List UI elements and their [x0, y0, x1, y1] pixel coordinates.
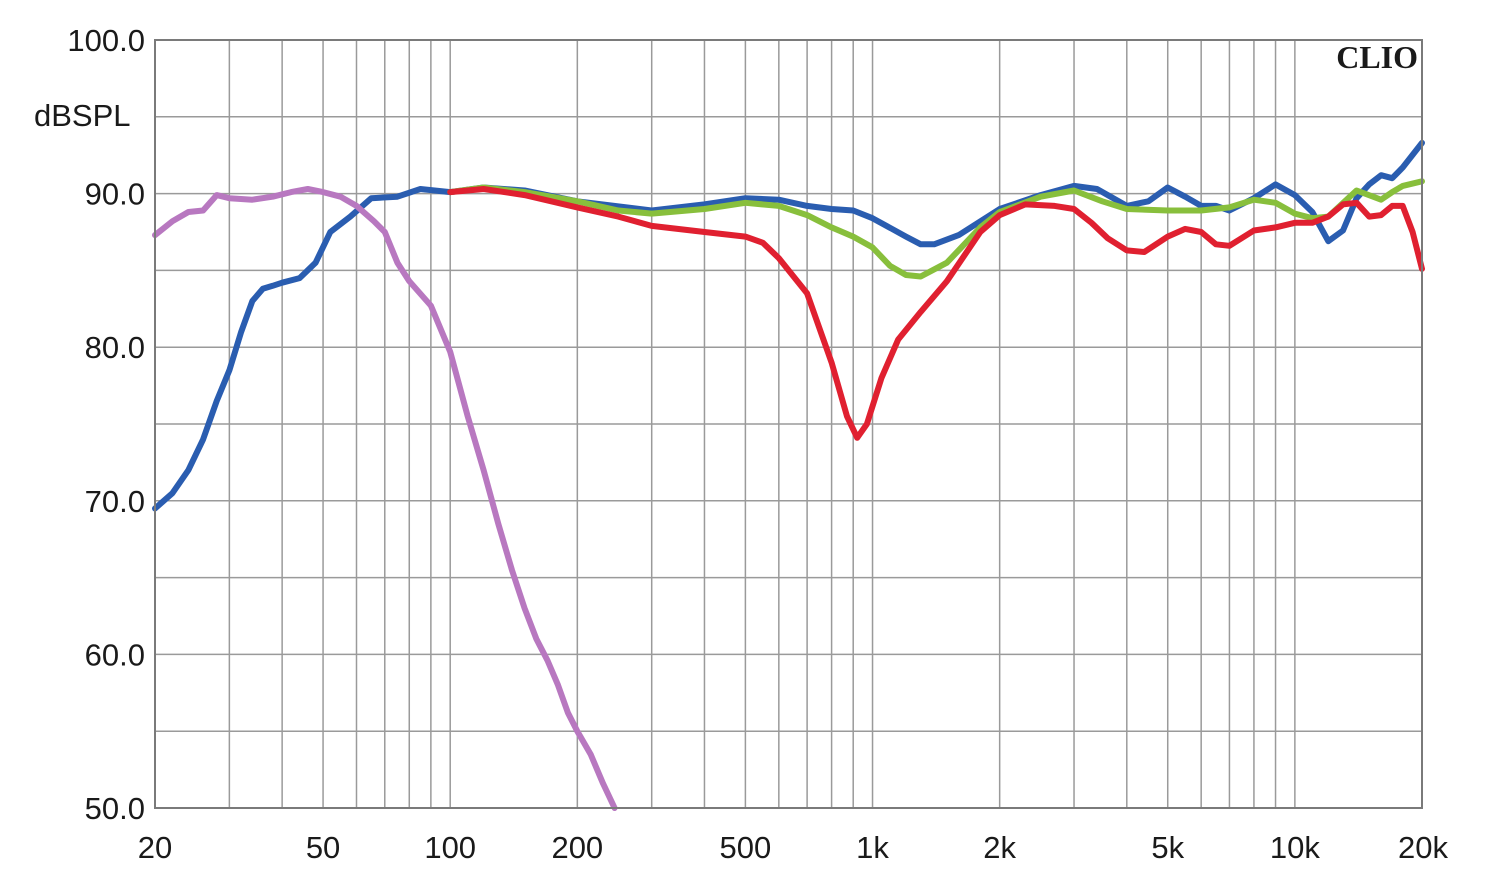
- x-tick-label: 5k: [1151, 830, 1184, 865]
- x-tick-label: 20k: [1398, 830, 1448, 865]
- y-axis-ticks: 50.0 60.0 70.0 80.0 90.0 100.0: [67, 23, 145, 826]
- y-axis-unit-label: dBSPL: [34, 98, 131, 133]
- response-curve-1: [152, 139, 1425, 512]
- y-tick-label: 60.0: [85, 637, 145, 672]
- response-curve-4: [152, 186, 618, 811]
- y-tick-label: 90.0: [85, 177, 145, 212]
- plot-frame: [154, 39, 1423, 809]
- response-curve-3: [447, 186, 1425, 441]
- clio-brand-label: CLIO: [1336, 39, 1418, 75]
- x-tick-label: 500: [720, 830, 772, 865]
- y-tick-label: 70.0: [85, 484, 145, 519]
- x-tick-label: 100: [424, 830, 476, 865]
- y-tick-label: 50.0: [85, 791, 145, 826]
- x-tick-label: 20: [138, 830, 172, 865]
- curves: [152, 139, 1425, 811]
- x-axis-ticks: 20 50 100 200 500 1k 2k 5k 10k 20k: [138, 830, 1449, 865]
- y-tick-label: 80.0: [85, 330, 145, 365]
- x-tick-label: 50: [306, 830, 340, 865]
- x-tick-label: 1k: [856, 830, 889, 865]
- y-tick-label: 100.0: [67, 23, 145, 58]
- x-tick-label: 10k: [1270, 830, 1320, 865]
- x-tick-label: 2k: [983, 830, 1016, 865]
- grid: [154, 39, 1423, 809]
- x-tick-label: 200: [551, 830, 603, 865]
